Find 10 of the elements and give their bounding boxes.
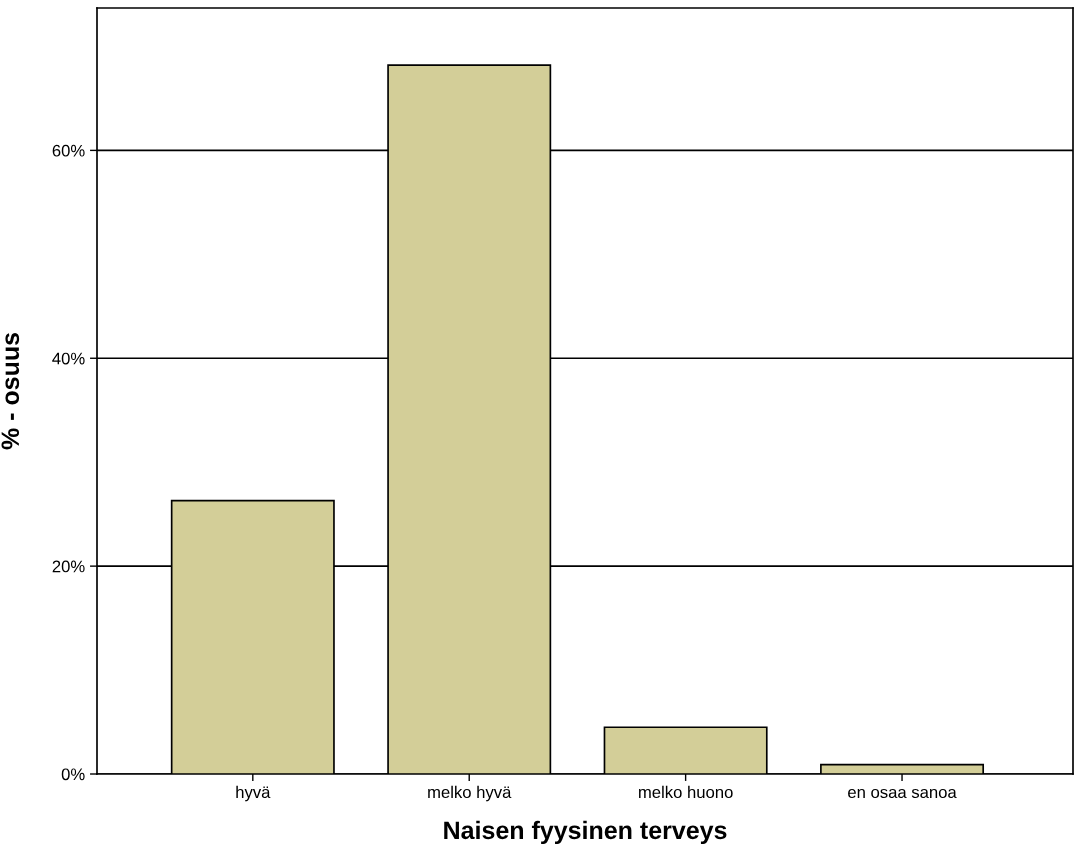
x-tick-label: hyvä: [236, 785, 271, 802]
y-tick-label: 40%: [52, 352, 85, 365]
x-tick-label: melko huono: [639, 785, 733, 799]
x-tick-label: en osaa sanoa: [848, 788, 957, 799]
y-tick-label: 60%: [52, 144, 85, 157]
y-tick-label: 0%: [61, 768, 85, 781]
y-tick-label: 20%: [52, 560, 85, 573]
x-tick-label: melko hyvä: [428, 785, 512, 802]
y-axis-title: % - osuus: [1, 332, 20, 450]
x-axis-title: Naisen fyysinen terveys: [444, 820, 727, 845]
